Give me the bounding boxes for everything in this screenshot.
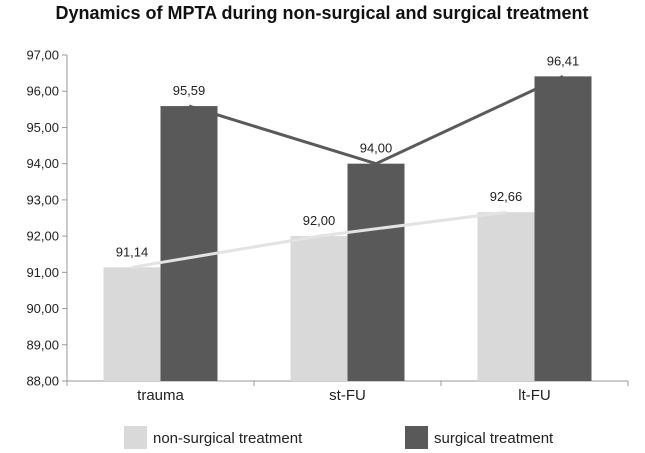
y-tick-label: 97,00 [26,48,59,63]
y-tick-label: 93,00 [26,192,59,207]
legend-swatch-surgical [405,426,428,449]
data-label: 95,59 [173,83,206,98]
data-label: 92,00 [303,213,336,228]
line-surgical [188,75,564,166]
y-tick-label: 96,00 [26,84,59,99]
data-label: 92,66 [490,189,523,204]
y-tick-label: 89,00 [26,337,59,352]
data-label: 94,00 [360,141,393,156]
data-labels: 91,14 92,00 92,66 95,59 94,00 96,41 [116,53,580,259]
y-tick-label: 94,00 [26,156,59,171]
y-tick-label: 88,00 [26,374,59,389]
legend-label-surgical: surgical treatment [434,430,554,447]
data-label: 96,41 [547,53,580,68]
bars [103,76,592,382]
bar-surgical [347,163,405,381]
category-label: st-FU [329,387,366,404]
y-tick-label: 95,00 [26,120,59,135]
trend-lines [131,75,564,269]
y-tick-label: 91,00 [26,265,59,280]
category-label: lt-FU [518,387,551,404]
legend-label-non-surgical: non-surgical treatment [153,430,303,447]
legend: non-surgical treatment surgical treatment [124,426,554,449]
bar-non-surgical [103,267,161,381]
category-label: trauma [137,387,184,404]
line-non-surgical [131,210,507,269]
bar-non-surgical [290,236,348,381]
legend-swatch-non-surgical [124,426,147,449]
axes: 88,00 89,00 90,00 91,00 92,00 93,00 94,00 95,00… [26,48,629,404]
chart-title: Dynamics of MPTA during non-surgical and… [55,3,588,23]
y-tick-label: 90,00 [26,301,59,316]
bar-surgical [534,76,592,382]
bar-surgical [160,106,218,381]
bar-non-surgical [477,212,535,381]
data-label: 91,14 [116,244,149,259]
y-tick-label: 92,00 [26,229,59,244]
